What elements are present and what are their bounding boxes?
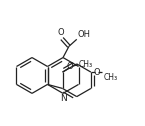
Text: CH₃: CH₃ xyxy=(79,60,93,69)
Text: O: O xyxy=(93,68,100,77)
Text: OH: OH xyxy=(77,29,90,39)
Text: O: O xyxy=(67,62,73,71)
Text: N: N xyxy=(60,94,66,103)
Text: CH₃: CH₃ xyxy=(104,73,118,82)
Text: O: O xyxy=(57,28,64,37)
